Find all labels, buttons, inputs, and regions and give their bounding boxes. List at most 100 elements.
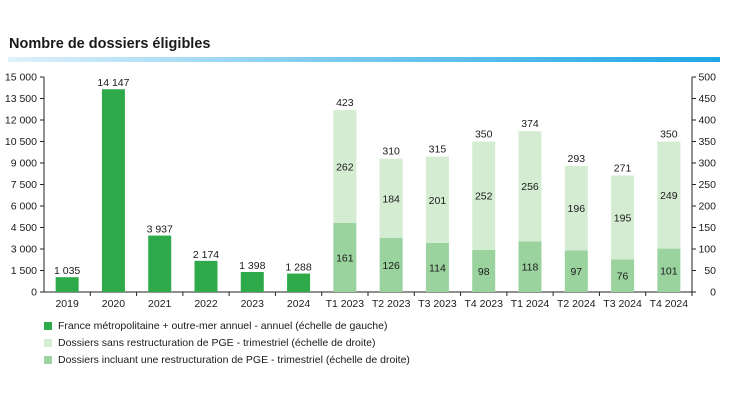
legend-swatch-with-restructuring <box>44 356 52 364</box>
legend-label-without-restructuring: Dossiers sans restructuration de PGE - t… <box>58 337 376 349</box>
value-label-annual: 1 288 <box>285 262 311 274</box>
left-tick-label: 12 000 <box>5 115 37 127</box>
value-label-total: 310 <box>382 146 400 158</box>
right-tick-label: 500 <box>698 72 716 84</box>
value-label-annual: 1 398 <box>239 260 265 272</box>
bar-annual <box>287 273 311 292</box>
x-tick-label: 2024 <box>287 298 311 310</box>
chart-title: Nombre de dossiers éligibles <box>9 36 211 52</box>
x-tick-label: 2019 <box>55 298 79 310</box>
bar-without-restructuring <box>379 158 403 238</box>
x-axis: 2019 2020 2021 2022 2023 2024 T1 2023 T2 2023 T3… <box>55 292 693 310</box>
value-label-total: 350 <box>660 129 678 141</box>
left-tick-label: 10 500 <box>5 136 37 148</box>
value-label-total: 423 <box>336 97 354 109</box>
bar-without-restructuring <box>657 141 681 249</box>
legend-label-with-restructuring: Dossiers incluant une restructuration de… <box>58 354 410 366</box>
right-tick-label: 150 <box>698 222 716 234</box>
x-tick-label: T3 2023 <box>418 298 457 310</box>
right-axis: 0 50 100 150 200 250 300 350 400 450 500 <box>692 72 716 299</box>
legend-swatch-without-restructuring <box>44 339 52 347</box>
value-labels: 1 035 14 147 3 937 2 174 1 398 1 288 161 262 423… <box>54 77 678 282</box>
right-tick-label: 250 <box>698 179 716 191</box>
legend-item-with-restructuring: Dossiers incluant une restructuration de… <box>44 354 410 366</box>
bar-with-restructuring <box>472 249 496 292</box>
value-label-annual: 2 174 <box>193 249 219 261</box>
value-label-with-restructuring: 76 <box>617 271 629 283</box>
value-label-with-restructuring: 101 <box>660 265 678 277</box>
left-tick-label: 1 500 <box>11 265 37 277</box>
left-tick-label: 4 500 <box>11 222 37 234</box>
left-axis: 0 1 500 3 000 4 500 6 000 7 500 9 000 10 500 12 … <box>5 72 44 299</box>
bar-without-restructuring <box>564 166 588 251</box>
value-label-without-restructuring: 195 <box>614 212 632 224</box>
right-tick-label: 50 <box>704 265 716 277</box>
bar-with-restructuring <box>564 250 588 292</box>
bar-without-restructuring <box>472 141 496 250</box>
right-tick-label: 100 <box>698 244 716 256</box>
bars <box>55 89 681 292</box>
value-label-with-restructuring: 118 <box>522 262 539 274</box>
right-tick-label: 400 <box>698 115 716 127</box>
left-tick-label: 13 500 <box>5 93 37 105</box>
value-label-without-restructuring: 196 <box>568 203 586 215</box>
bar-without-restructuring <box>333 110 357 223</box>
value-label-annual: 14 147 <box>97 77 129 89</box>
value-label-without-restructuring: 252 <box>475 191 493 203</box>
value-label-total: 271 <box>614 162 632 174</box>
bar-annual <box>101 89 125 292</box>
value-label-total: 293 <box>568 153 586 165</box>
bar-with-restructuring <box>518 241 542 292</box>
x-tick-label: 2020 <box>102 298 126 310</box>
x-tick-label: 2021 <box>148 298 172 310</box>
value-label-with-restructuring: 126 <box>382 260 400 272</box>
right-tick-label: 300 <box>698 158 716 170</box>
x-tick-label: T3 2024 <box>603 298 642 310</box>
bar-without-restructuring <box>425 156 449 243</box>
bar-annual <box>194 260 218 292</box>
right-tick-label: 450 <box>698 93 716 105</box>
bar-annual <box>240 271 264 292</box>
right-tick-label: 350 <box>698 136 716 148</box>
left-tick-label: 7 500 <box>11 179 37 191</box>
legend-swatch-annual <box>44 322 52 330</box>
bar-without-restructuring <box>518 131 542 242</box>
x-tick-label: T4 2024 <box>650 298 689 310</box>
bar-with-restructuring <box>657 248 681 292</box>
right-tick-label: 0 <box>710 287 716 299</box>
legend-label-annual: France métropolitaine + outre-mer annuel… <box>58 320 388 332</box>
value-label-total: 374 <box>521 118 539 130</box>
x-tick-label: 2023 <box>241 298 265 310</box>
bar-with-restructuring <box>379 237 403 292</box>
bar-with-restructuring <box>425 242 449 292</box>
left-tick-label: 0 <box>31 287 37 299</box>
value-label-without-restructuring: 184 <box>382 193 400 205</box>
bar-without-restructuring <box>611 175 635 260</box>
x-tick-label: T2 2023 <box>372 298 411 310</box>
value-label-without-restructuring: 256 <box>521 181 539 193</box>
x-tick-label: T2 2024 <box>557 298 596 310</box>
value-label-without-restructuring: 201 <box>429 195 447 207</box>
left-tick-label: 9 000 <box>11 158 37 170</box>
value-label-with-restructuring: 161 <box>336 252 354 264</box>
x-tick-label: T1 2024 <box>511 298 550 310</box>
title-rule <box>8 57 720 62</box>
legend-item-without-restructuring: Dossiers sans restructuration de PGE - t… <box>44 337 375 349</box>
value-label-without-restructuring: 249 <box>660 190 678 202</box>
value-label-with-restructuring: 97 <box>570 266 582 278</box>
legend-item-annual: France métropolitaine + outre-mer annuel… <box>44 320 387 332</box>
value-label-with-restructuring: 114 <box>429 262 446 274</box>
left-tick-label: 6 000 <box>11 201 37 213</box>
x-tick-label: 2022 <box>194 298 218 310</box>
left-tick-label: 15 000 <box>5 72 37 84</box>
bar-annual <box>55 277 79 292</box>
value-label-annual: 3 937 <box>147 224 173 236</box>
value-label-with-restructuring: 98 <box>478 266 490 278</box>
value-label-annual: 1 035 <box>54 265 80 277</box>
value-label-without-restructuring: 262 <box>336 161 354 173</box>
bar-with-restructuring <box>611 259 635 292</box>
value-label-total: 315 <box>429 144 447 156</box>
bar-with-restructuring <box>333 222 357 292</box>
right-tick-label: 200 <box>698 201 716 213</box>
x-tick-label: T1 2023 <box>326 298 365 310</box>
